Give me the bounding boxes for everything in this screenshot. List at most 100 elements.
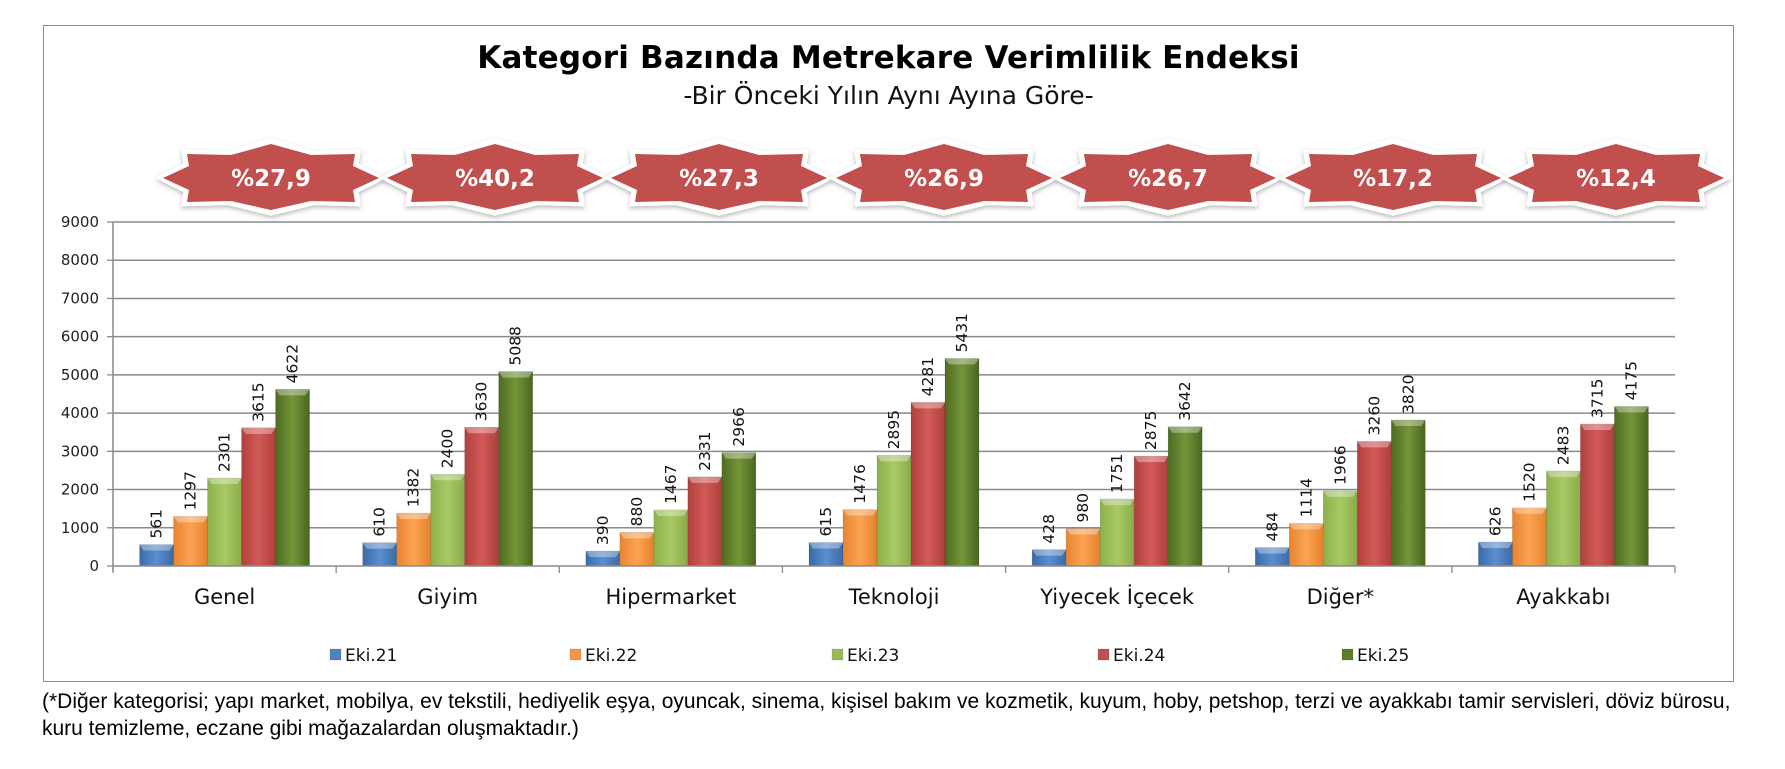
bar-value-label: 3260: [1365, 396, 1383, 435]
bar-value-label: 3642: [1176, 381, 1194, 420]
bar-eki-24: 3715: [1580, 379, 1615, 567]
bar-value-label: 1751: [1108, 454, 1126, 493]
bar-eki-25: 2966: [721, 407, 757, 567]
legend-swatch: [831, 648, 844, 661]
bar-value-label: 4175: [1622, 361, 1640, 400]
badge-label: %12,4: [1576, 166, 1656, 192]
bar-value-label: 880: [628, 497, 646, 527]
bar-eki-23: 2895: [876, 410, 912, 567]
bar-eki-21: 484: [1254, 512, 1290, 567]
legend-item-eki-25: Eki.25: [1341, 646, 1409, 666]
bar-value-label: 484: [1263, 512, 1281, 542]
change-badge: %27,9: [155, 137, 387, 216]
change-badge: %12,4: [1500, 137, 1732, 216]
category-label: Teknoloji: [848, 585, 940, 609]
bar-eki-24: 3260: [1356, 396, 1392, 567]
bar-eki-25: 3642: [1167, 381, 1203, 567]
bar-value-label: 2875: [1142, 411, 1160, 450]
legend-swatch: [1341, 648, 1354, 661]
legend-item-eki-23: Eki.23: [831, 646, 899, 666]
category-label: Diğer*: [1307, 585, 1374, 609]
bar-eki-23: 1966: [1322, 445, 1358, 567]
bar-eki-21: 390: [585, 515, 621, 567]
bar-eki-22: 1297: [173, 471, 208, 567]
legend-item-eki-22: Eki.22: [569, 646, 637, 666]
category-label: Yiyecek İçecek: [1039, 584, 1195, 609]
bar-eki-21: 610: [362, 507, 398, 567]
badge-label: %27,3: [679, 166, 759, 192]
change-badge: %26,9: [828, 137, 1060, 216]
bar-value-label: 3615: [250, 382, 268, 421]
bar-eki-22: 980: [1065, 493, 1101, 567]
bar-value-label: 2895: [885, 410, 903, 449]
bar-value-label: 1467: [662, 464, 680, 503]
bar-value-label: 4281: [919, 357, 937, 396]
legend-swatch: [329, 648, 342, 661]
legend-label: Eki.25: [1357, 646, 1409, 666]
y-tick-label: 4000: [61, 404, 99, 422]
bar-eki-24: 4281: [910, 357, 946, 567]
bar-eki-22: 1520: [1512, 462, 1547, 567]
bar-eki-25: 4622: [275, 344, 310, 567]
y-tick-label: 3000: [61, 442, 99, 460]
y-tick-label: 9000: [61, 213, 99, 231]
category-label: Genel: [194, 585, 255, 609]
category-label: Giyim: [417, 585, 478, 609]
badge-label: %17,2: [1353, 166, 1433, 192]
legend-label: Eki.24: [1113, 646, 1165, 666]
bar-value-label: 615: [817, 507, 835, 537]
bar-eki-24: 2331: [687, 431, 723, 567]
bar-value-label: 1476: [851, 464, 869, 503]
y-tick-label: 2000: [61, 481, 99, 499]
bar-eki-23: 1751: [1099, 454, 1135, 567]
bar-value-label: 4622: [284, 344, 302, 383]
bar-eki-22: 1114: [1288, 478, 1324, 567]
bar-eki-21: 615: [808, 507, 844, 567]
bar-eki-21: 428: [1031, 514, 1067, 567]
bar-value-label: 2301: [216, 433, 234, 472]
bar-value-label: 3715: [1588, 379, 1606, 418]
y-tick-label: 1000: [61, 519, 99, 537]
badge-label: %40,2: [455, 166, 535, 192]
bar-eki-23: 2483: [1546, 426, 1581, 567]
change-badge: %27,3: [603, 137, 835, 216]
bar-value-label: 3820: [1399, 375, 1417, 414]
legend-label: Eki.22: [585, 646, 637, 666]
bar-eki-25: 4175: [1614, 361, 1649, 567]
bar-eki-23: 2301: [207, 433, 242, 567]
y-axis: 0 1000 2000 3000 4000 5000 6000 7000 8000 9000: [61, 213, 114, 575]
change-badge: %40,2: [379, 137, 611, 216]
x-axis: Genel Giyim Hipermarket Teknoloji Yiyecek İç…: [112, 565, 1676, 609]
bar-eki-23: 1467: [653, 464, 689, 567]
bar-value-label: 428: [1040, 514, 1058, 544]
y-tick-label: 7000: [61, 289, 99, 307]
legend-item-eki-24: Eki.24: [1097, 646, 1165, 666]
change-badge: %17,2: [1277, 137, 1509, 216]
bar-eki-25: 3820: [1390, 375, 1426, 567]
bar-eki-24: 3630: [464, 382, 500, 567]
bar-eki-22: 1476: [842, 464, 878, 567]
chart-title: Kategori Bazında Metrekare Verimlilik En…: [477, 40, 1300, 76]
legend-swatch: [1097, 648, 1110, 661]
bar-value-label: 1114: [1297, 478, 1315, 517]
bar-eki-23: 2400: [430, 429, 466, 567]
badge-label: %27,9: [231, 166, 311, 192]
change-badges: %27,9 %40,2 %27,3 %26,9 %26,7 %17,2 %12,4: [155, 137, 1732, 216]
bar-value-label: 610: [371, 507, 389, 537]
chart-frame: Kategori Bazında Metrekare Verimlilik En…: [43, 25, 1734, 682]
bar-value-label: 1520: [1520, 462, 1538, 501]
bar-value-label: 2483: [1554, 426, 1572, 465]
bar-value-label: 2331: [696, 431, 714, 470]
category-label: Ayakkabı: [1516, 585, 1610, 609]
bar-value-label: 2966: [730, 407, 748, 446]
bar-eki-21: 561: [139, 509, 174, 567]
bar-eki-25: 5088: [498, 326, 534, 567]
bar-value-label: 980: [1074, 493, 1092, 523]
bar-chart: 0 1000 2000 3000 4000 5000 6000 7000 8000 9000 56…: [61, 137, 1732, 666]
bar-eki-24: 3615: [241, 382, 276, 567]
bar-value-label: 626: [1486, 506, 1504, 536]
bar-eki-25: 5431: [944, 313, 980, 567]
legend-item-eki-21: Eki.21: [329, 646, 397, 666]
legend-label: Eki.21: [345, 646, 397, 666]
bar-value-label: 5088: [507, 326, 525, 365]
